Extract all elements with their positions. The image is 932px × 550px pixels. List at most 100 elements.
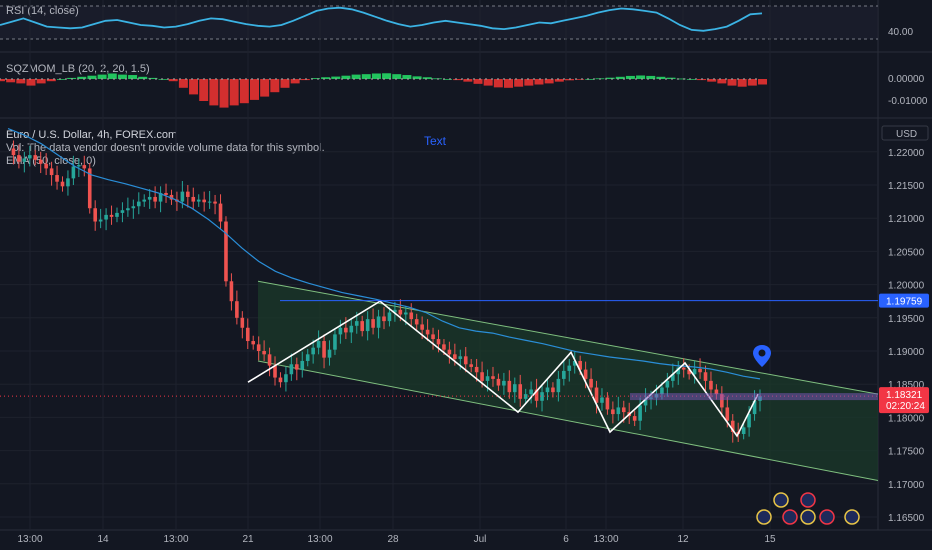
candle-body	[169, 194, 174, 200]
price-tick-label: 1.19000	[888, 347, 925, 358]
map-pin-icon[interactable]	[753, 345, 771, 367]
momentum-zero-dot	[65, 78, 67, 80]
momentum-zero-dot	[215, 78, 217, 80]
candle-body	[382, 316, 386, 322]
candle-body	[66, 178, 70, 187]
momentum-bar	[504, 79, 513, 88]
momentum-zero-dot	[485, 78, 487, 80]
momentum-zero-dot	[491, 78, 493, 80]
candles-layer	[11, 140, 762, 443]
momentum-zero-dot	[305, 78, 307, 80]
candle-body	[589, 378, 593, 388]
candle-body	[747, 414, 751, 428]
last-price-tag	[879, 387, 929, 414]
momentum-zero-dot	[353, 78, 355, 80]
event-icon[interactable]	[773, 492, 789, 508]
momentum-bar	[250, 79, 259, 100]
channel-bottom-line	[257, 360, 879, 481]
resistance-group[interactable]: 1.19759	[280, 293, 929, 308]
momentum-bar	[412, 76, 422, 79]
time-axis[interactable]: 13:00 14 13:00 21 13:00 28 Jul 6 13:00 12 15	[17, 0, 776, 545]
momentum-zero-dot	[593, 78, 595, 80]
candle-body	[316, 341, 321, 348]
candle-body	[311, 347, 315, 355]
momentum-layer	[0, 73, 767, 108]
currency-badge[interactable]	[881, 125, 929, 141]
candle-body	[414, 319, 419, 325]
candle-body	[273, 365, 277, 378]
momentum-zero-dot	[587, 78, 589, 80]
ema-line	[7, 128, 761, 380]
candle-body	[398, 309, 403, 315]
momentum-zero-dot	[527, 78, 529, 80]
event-icons[interactable]	[756, 492, 860, 525]
momentum-bar	[128, 75, 138, 79]
momentum-zero-dot	[263, 78, 265, 80]
momentum-zero-dot	[203, 78, 205, 80]
candle-body	[594, 387, 599, 403]
candle-body	[322, 341, 326, 358]
momentum-panel[interactable]: SQZMOM_LB (20, 2, 20, 1.5) 0.00000 -0.01…	[6, 63, 928, 107]
momentum-zero-dot	[29, 78, 31, 80]
momentum-zero-dot	[59, 78, 61, 80]
candle-body	[305, 354, 310, 361]
candle-body	[387, 312, 392, 322]
candle-body	[534, 389, 539, 401]
candle-body	[485, 376, 490, 381]
candle-body	[703, 372, 708, 381]
channel-top-line	[257, 280, 879, 395]
event-icon[interactable]	[756, 509, 772, 525]
candle-body	[562, 370, 566, 379]
momentum-zero-dot	[455, 78, 457, 80]
momentum-zero-dot	[185, 78, 187, 80]
price-tick-label: 1.21500	[888, 181, 925, 192]
momentum-zero-dot	[437, 78, 439, 80]
candle-body	[709, 380, 713, 390]
candle-body	[77, 165, 81, 167]
event-icon[interactable]	[844, 509, 860, 525]
momentum-zero-dot	[239, 78, 241, 80]
momentum-zero-dot	[53, 78, 55, 80]
momentum-zero-dot	[125, 78, 127, 80]
text-annotation[interactable]: Text	[424, 134, 447, 148]
momentum-zero-dot	[47, 78, 49, 80]
candle-body	[447, 349, 452, 355]
momentum-bar	[310, 78, 320, 79]
candle-body	[55, 175, 59, 182]
price-tick-label: 1.20000	[888, 281, 925, 292]
momentum-zero-dot	[707, 78, 709, 80]
momentum-bar	[239, 79, 249, 104]
candle-body	[191, 196, 196, 202]
momentum-zero-dot	[425, 78, 427, 80]
momentum-bar	[46, 79, 56, 82]
candle-body	[213, 201, 217, 204]
momentum-zero-dot	[221, 78, 223, 80]
event-icon[interactable]	[800, 509, 816, 525]
event-icon[interactable]	[782, 509, 798, 525]
momentum-zero-dot	[467, 78, 469, 80]
candle-body	[632, 416, 637, 421]
candle-body	[453, 354, 457, 359]
momentum-zero-dot	[101, 78, 103, 80]
candle-body	[142, 199, 147, 202]
momentum-zero-dot	[227, 78, 229, 80]
event-icon[interactable]	[819, 509, 835, 525]
momentum-zero-dot	[395, 78, 397, 80]
last-price-group[interactable]: 1.18321 02:20:24	[0, 387, 929, 414]
candle-body	[507, 380, 512, 393]
candle-body	[17, 155, 21, 162]
momentum-bar	[758, 79, 767, 85]
momentum-bar	[148, 77, 158, 79]
event-icon[interactable]	[800, 492, 816, 508]
candle-body	[245, 327, 250, 342]
momentum-zero-dot	[359, 78, 361, 80]
momentum-zero-dot	[131, 78, 133, 80]
momentum-zero-dot	[113, 78, 115, 80]
candle-body	[469, 364, 473, 367]
momentum-zero-dot	[89, 78, 91, 80]
candle-body	[671, 374, 675, 381]
zigzag-pattern	[247, 300, 759, 438]
momentum-zero-dot	[281, 78, 283, 80]
momentum-bar	[16, 79, 26, 84]
